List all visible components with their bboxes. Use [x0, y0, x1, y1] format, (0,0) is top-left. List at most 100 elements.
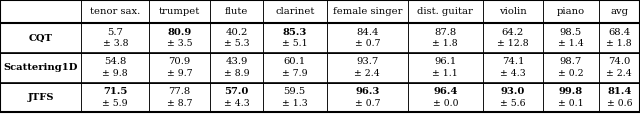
Text: ± 12.8: ± 12.8	[497, 39, 529, 48]
Text: ± 0.1: ± 0.1	[558, 99, 584, 108]
Text: ± 3.8: ± 3.8	[102, 39, 128, 48]
Text: 85.3: 85.3	[283, 28, 307, 37]
Text: flute: flute	[225, 7, 248, 16]
Text: avg: avg	[611, 7, 628, 16]
Bar	[0, 23, 81, 53]
Text: 87.8: 87.8	[434, 28, 456, 37]
Bar	[483, 53, 543, 83]
Text: ± 7.9: ± 7.9	[282, 69, 308, 78]
Text: ± 9.7: ± 9.7	[166, 69, 192, 78]
Text: tenor sax.: tenor sax.	[90, 7, 140, 16]
Text: 98.7: 98.7	[560, 57, 582, 66]
Text: ± 8.7: ± 8.7	[167, 99, 192, 108]
Bar	[81, 83, 149, 112]
Bar	[210, 83, 263, 112]
Bar	[0, 0, 81, 23]
Bar	[326, 83, 408, 112]
Bar	[210, 0, 263, 23]
Text: ± 1.8: ± 1.8	[607, 39, 632, 48]
Text: 74.1: 74.1	[502, 57, 524, 66]
Bar	[149, 0, 210, 23]
Text: ± 0.0: ± 0.0	[433, 99, 458, 108]
Text: 70.9: 70.9	[168, 57, 191, 66]
Bar	[408, 53, 483, 83]
Bar	[408, 0, 483, 23]
Text: ± 8.9: ± 8.9	[223, 69, 249, 78]
Text: violin: violin	[499, 7, 527, 16]
Text: 71.5: 71.5	[103, 87, 127, 96]
Text: clarinet: clarinet	[275, 7, 314, 16]
Text: ± 3.5: ± 3.5	[167, 39, 192, 48]
Text: ± 5.1: ± 5.1	[282, 39, 308, 48]
Text: 99.8: 99.8	[559, 87, 583, 96]
Bar	[483, 83, 543, 112]
Text: 84.4: 84.4	[356, 28, 378, 37]
Text: ± 5.3: ± 5.3	[224, 39, 249, 48]
Bar	[81, 0, 149, 23]
Text: 64.2: 64.2	[502, 28, 524, 37]
Bar	[81, 53, 149, 83]
Bar	[543, 23, 598, 53]
Bar	[149, 23, 210, 53]
Text: 59.5: 59.5	[284, 87, 306, 96]
Text: ± 4.3: ± 4.3	[500, 69, 526, 78]
Bar	[483, 0, 543, 23]
Bar	[598, 23, 640, 53]
Text: female singer: female singer	[333, 7, 402, 16]
Text: 68.4: 68.4	[608, 28, 630, 37]
Bar	[210, 23, 263, 53]
Bar	[598, 53, 640, 83]
Bar	[263, 23, 326, 53]
Bar	[149, 83, 210, 112]
Text: ± 0.6: ± 0.6	[607, 99, 632, 108]
Bar	[598, 83, 640, 112]
Text: 96.1: 96.1	[434, 57, 456, 66]
Text: 40.2: 40.2	[225, 28, 248, 37]
Bar	[483, 23, 543, 53]
Text: 93.0: 93.0	[500, 87, 525, 96]
Bar	[543, 0, 598, 23]
Text: 81.4: 81.4	[607, 87, 632, 96]
Text: ± 0.7: ± 0.7	[355, 99, 380, 108]
Bar	[543, 83, 598, 112]
Text: 54.8: 54.8	[104, 57, 127, 66]
Text: dist. guitar: dist. guitar	[417, 7, 473, 16]
Text: 96.3: 96.3	[355, 87, 380, 96]
Text: 98.5: 98.5	[560, 28, 582, 37]
Text: ± 5.6: ± 5.6	[500, 99, 525, 108]
Text: ± 2.4: ± 2.4	[355, 69, 380, 78]
Bar	[210, 53, 263, 83]
Bar	[263, 53, 326, 83]
Bar	[0, 53, 81, 83]
Text: trumpet: trumpet	[159, 7, 200, 16]
Bar	[408, 83, 483, 112]
Bar	[81, 23, 149, 53]
Bar	[326, 0, 408, 23]
Text: 5.7: 5.7	[108, 28, 124, 37]
Text: ± 9.8: ± 9.8	[102, 69, 128, 78]
Bar	[263, 0, 326, 23]
Text: ± 4.3: ± 4.3	[223, 99, 249, 108]
Text: ± 1.8: ± 1.8	[433, 39, 458, 48]
Bar	[326, 23, 408, 53]
Bar	[263, 83, 326, 112]
Text: 60.1: 60.1	[284, 57, 306, 66]
Text: 80.9: 80.9	[168, 28, 191, 37]
Text: ± 1.3: ± 1.3	[282, 99, 308, 108]
Text: ± 5.9: ± 5.9	[102, 99, 128, 108]
Text: 43.9: 43.9	[225, 57, 248, 66]
Bar	[408, 23, 483, 53]
Text: ± 1.1: ± 1.1	[433, 69, 458, 78]
Text: ± 2.4: ± 2.4	[607, 69, 632, 78]
Text: CQT: CQT	[29, 34, 52, 43]
Bar	[326, 53, 408, 83]
Bar	[0, 83, 81, 112]
Text: ± 0.7: ± 0.7	[355, 39, 380, 48]
Bar	[598, 0, 640, 23]
Text: 57.0: 57.0	[224, 87, 249, 96]
Text: ± 0.2: ± 0.2	[558, 69, 584, 78]
Text: Scattering1D: Scattering1D	[4, 63, 78, 72]
Bar	[543, 53, 598, 83]
Text: piano: piano	[557, 7, 585, 16]
Bar	[149, 53, 210, 83]
